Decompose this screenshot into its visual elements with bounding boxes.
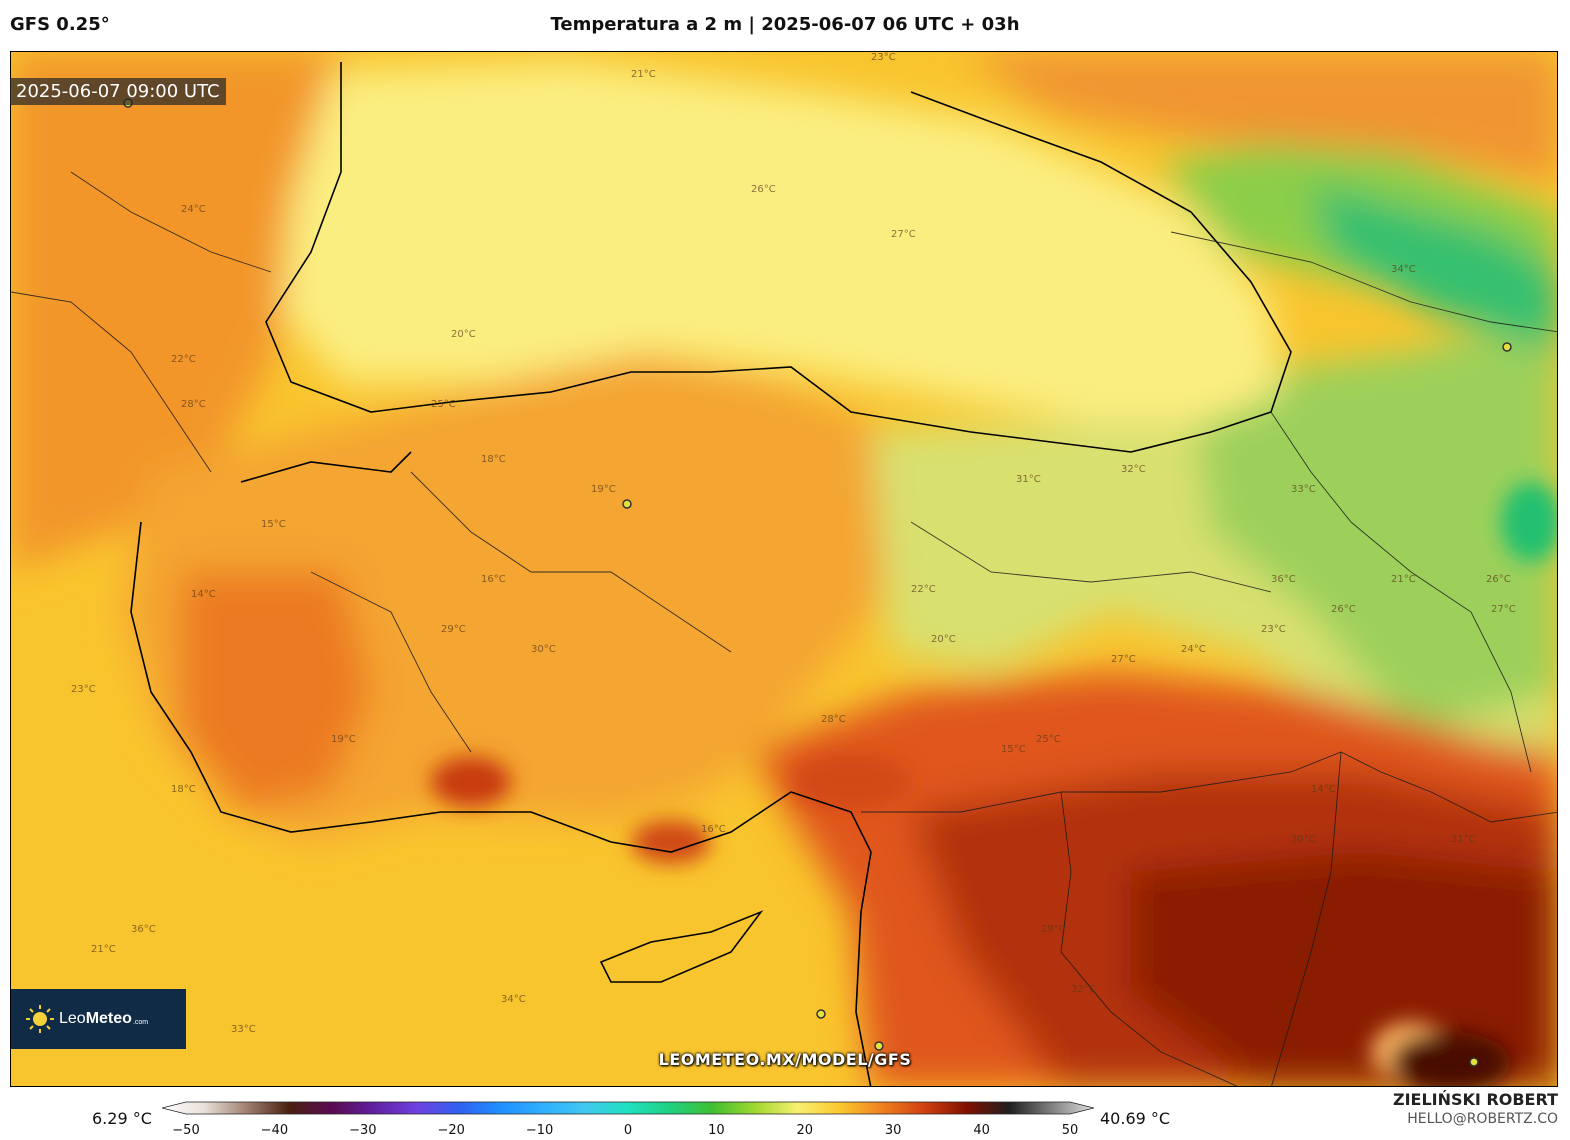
contour-label: 25°C xyxy=(431,399,456,410)
contour-label: 24°C xyxy=(181,204,206,215)
contour-label: 27°C xyxy=(1491,604,1516,615)
contour-label: 20°C xyxy=(451,329,476,340)
colorbar-tick-label: 0 xyxy=(623,1123,633,1138)
contour-label: 24°C xyxy=(1181,644,1206,655)
contour-label: 32°C xyxy=(1071,984,1096,995)
colorbar-tick-label: 50 xyxy=(1061,1123,1079,1138)
contour-label: 15°C xyxy=(261,519,286,530)
logo-name-light: Leo xyxy=(59,1010,86,1027)
contour-label: 16°C xyxy=(701,824,726,835)
colorbar xyxy=(162,1101,1094,1115)
contour-label: 15°C xyxy=(1001,744,1026,755)
borders xyxy=(11,171,1557,1086)
contour-label: 21°C xyxy=(91,944,116,955)
contour-label: 18°C xyxy=(171,784,196,795)
contour-label: 30°C xyxy=(531,644,556,655)
contour-label: 32°C xyxy=(1121,464,1146,475)
colorbar-tick-label: −40 xyxy=(260,1123,289,1138)
coastlines xyxy=(130,62,1292,1086)
contour-label: 27°C xyxy=(1111,654,1136,665)
valid-time-badge: 2025-06-07 09:00 UTC xyxy=(10,78,226,105)
contour-label: 28°C xyxy=(181,399,206,410)
contour-label: 14°C xyxy=(191,589,216,600)
contour-label: 31°C xyxy=(1451,834,1476,845)
contour-label: 21°C xyxy=(1391,574,1416,585)
contour-label: 30°C xyxy=(1291,834,1316,845)
colorbar-tick-label: −30 xyxy=(349,1123,377,1138)
black-sea xyxy=(281,62,1281,422)
contour-label: 23°C xyxy=(1261,624,1286,635)
contour-label: 26°C xyxy=(751,184,776,195)
contour-label: 19°C xyxy=(331,734,356,745)
contour-label: 18°C xyxy=(481,454,506,465)
contour-label: 16°C xyxy=(481,574,506,585)
colorbar-min-value: 6.29 °C xyxy=(92,1109,152,1128)
temperature-field: 21°C 23°C 26°C 27°C 24°C 20°C 22°C 28°C 25°C 19°C… xyxy=(11,52,1557,1086)
contour-label: 26°C xyxy=(1486,574,1511,585)
map-title: Temperatura a 2 m | 2025-06-07 06 UTC + … xyxy=(550,14,1020,35)
contour-label: 25°C xyxy=(1036,734,1061,745)
contour-label: 27°C xyxy=(891,229,916,240)
contour-label: 19°C xyxy=(591,484,616,495)
colorbar-tick-label: 40 xyxy=(973,1123,990,1138)
contour-labels: 21°C 23°C 26°C 27°C 24°C 20°C 22°C 28°C 25°C 19°C… xyxy=(71,52,1516,1035)
leometeo-logo[interactable]: LeoMeteo .com xyxy=(11,989,186,1049)
colorbar-max-value: 40.69 °C xyxy=(1100,1109,1171,1128)
contour-label: 33°C xyxy=(1291,484,1316,495)
contour-label: 21°C xyxy=(631,69,656,80)
colorbar-tick-label: −20 xyxy=(437,1123,465,1138)
colorbar-tick-label: 10 xyxy=(708,1123,725,1138)
colorbar-tick-label: −10 xyxy=(525,1123,554,1138)
sun-icon xyxy=(26,1005,54,1033)
colorbar-tick-label: 30 xyxy=(884,1123,902,1138)
contour-label: 31°C xyxy=(1016,474,1041,485)
contour-label: 33°C xyxy=(231,1024,256,1035)
colorbar-tick-label: −50 xyxy=(172,1123,200,1138)
temperature-map[interactable]: 21°C 23°C 26°C 27°C 24°C 20°C 22°C 28°C 25°C 19°C… xyxy=(10,51,1558,1087)
contour-label: 23°C xyxy=(71,684,96,695)
contour-label: 34°C xyxy=(501,994,526,1005)
watermark-url: LEOMETEO.MX/MODEL/GFS xyxy=(658,1050,912,1069)
colorbar-tick-label: 20 xyxy=(796,1123,814,1138)
logo-suffix: .com xyxy=(132,1018,149,1026)
contour-label: 14°C xyxy=(1311,784,1336,795)
logo-wordmark: LeoMeteo xyxy=(59,1010,132,1028)
contour-label: 22°C xyxy=(171,354,196,365)
contour-label: 20°C xyxy=(931,634,956,645)
contour-label: 36°C xyxy=(131,924,156,935)
contour-label: 29°C xyxy=(441,624,466,635)
contour-label: 26°C xyxy=(1331,604,1356,615)
contour-label: 34°C xyxy=(1391,264,1416,275)
contour-label: 28°C xyxy=(821,714,846,725)
model-label: GFS 0.25° xyxy=(10,14,110,35)
author-credit: ZIELIŃSKI ROBERT xyxy=(1392,1090,1558,1109)
balkans-region xyxy=(11,52,341,572)
contour-label: 23°C xyxy=(871,52,896,63)
contour-label: 36°C xyxy=(1271,574,1296,585)
author-email[interactable]: HELLO@ROBERTZ.CO xyxy=(1407,1111,1558,1127)
contour-label: 29°C xyxy=(1041,924,1066,935)
logo-name-bold: Meteo xyxy=(85,1010,132,1027)
contour-label: 22°C xyxy=(911,584,936,595)
